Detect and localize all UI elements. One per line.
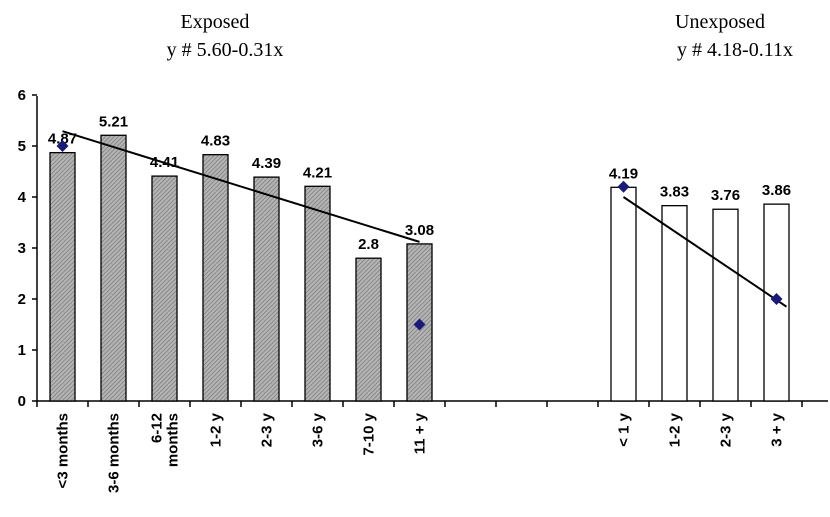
data-label: 3.83 xyxy=(660,184,689,201)
bar-unexposed-1 xyxy=(661,205,688,402)
unexposed-title: Unexposed xyxy=(675,11,765,33)
trend-line-unexposed xyxy=(622,196,788,308)
y-axis-ticks: 0 1 2 3 4 5 6 xyxy=(18,87,37,410)
trend-markers xyxy=(56,140,783,331)
data-label: 3.76 xyxy=(711,187,740,204)
trend-marker xyxy=(770,293,783,305)
y-tick-label: 2 xyxy=(18,291,26,308)
category-label: 11 + y xyxy=(412,412,429,454)
data-label: 4.87 xyxy=(48,131,77,148)
data-label: 3.08 xyxy=(405,222,434,239)
data-label: 5.21 xyxy=(99,113,128,130)
y-tick-label: 5 xyxy=(18,138,26,155)
data-label: 3.86 xyxy=(762,182,791,199)
bar-exposed-7 xyxy=(406,243,433,402)
exposed-equation: y # 5.60-0.31x xyxy=(167,39,284,61)
unexposed-equation: y # 4.18-0.11x xyxy=(677,39,793,61)
data-label: 4.39 xyxy=(252,155,281,172)
data-label: 2.8 xyxy=(358,236,379,253)
trend-marker xyxy=(413,318,426,331)
category-label: 3-6 y xyxy=(310,412,327,447)
y-tick-label: 1 xyxy=(18,342,26,359)
category-label: <3 months xyxy=(55,413,72,488)
y-tick-label: 4 xyxy=(18,189,27,206)
bar-exposed-1 xyxy=(100,134,127,402)
bar-unexposed-0 xyxy=(610,186,637,402)
bar-exposed-4 xyxy=(253,176,280,402)
bar-exposed-2 xyxy=(151,175,178,402)
y-tick-label: 0 xyxy=(18,393,26,410)
bar-exposed-6 xyxy=(355,257,382,402)
trend-marker xyxy=(56,140,69,152)
bars xyxy=(49,134,790,402)
data-label: 4.19 xyxy=(609,165,638,182)
category-label: 1-2 y xyxy=(667,412,684,447)
category-label: < 1 y xyxy=(616,412,633,446)
bar-exposed-3 xyxy=(202,154,229,402)
category-label: 6-12months xyxy=(149,413,182,467)
bar-unexposed-2 xyxy=(712,208,739,402)
trend-lines xyxy=(62,130,788,308)
bar-exposed-0 xyxy=(49,151,76,402)
data-labels: 4.875.214.414.834.394.212.83.084.193.833… xyxy=(48,113,791,253)
exposed-title: Exposed xyxy=(181,11,250,33)
y-tick-label: 6 xyxy=(18,87,26,104)
x-axis-ticks xyxy=(36,401,803,407)
category-label: 3 + y xyxy=(769,412,786,446)
category-label: 1-2 y xyxy=(208,412,225,447)
data-label: 4.83 xyxy=(201,133,230,150)
category-label: 7-10 y xyxy=(361,412,378,455)
category-labels: <3 months 3-6 months 6-12months 1-2 y 2-3 y 3… xyxy=(55,412,786,493)
y-tick-label: 3 xyxy=(18,240,26,257)
bar-exposed-5 xyxy=(304,185,331,402)
trend-marker xyxy=(617,180,630,193)
category-label: 3-6 months xyxy=(106,413,123,493)
trend-line-exposed xyxy=(62,130,420,243)
category-label: 2-3 y xyxy=(259,412,276,447)
category-label: 2-3 y xyxy=(718,412,735,447)
data-label: 4.21 xyxy=(303,164,332,181)
